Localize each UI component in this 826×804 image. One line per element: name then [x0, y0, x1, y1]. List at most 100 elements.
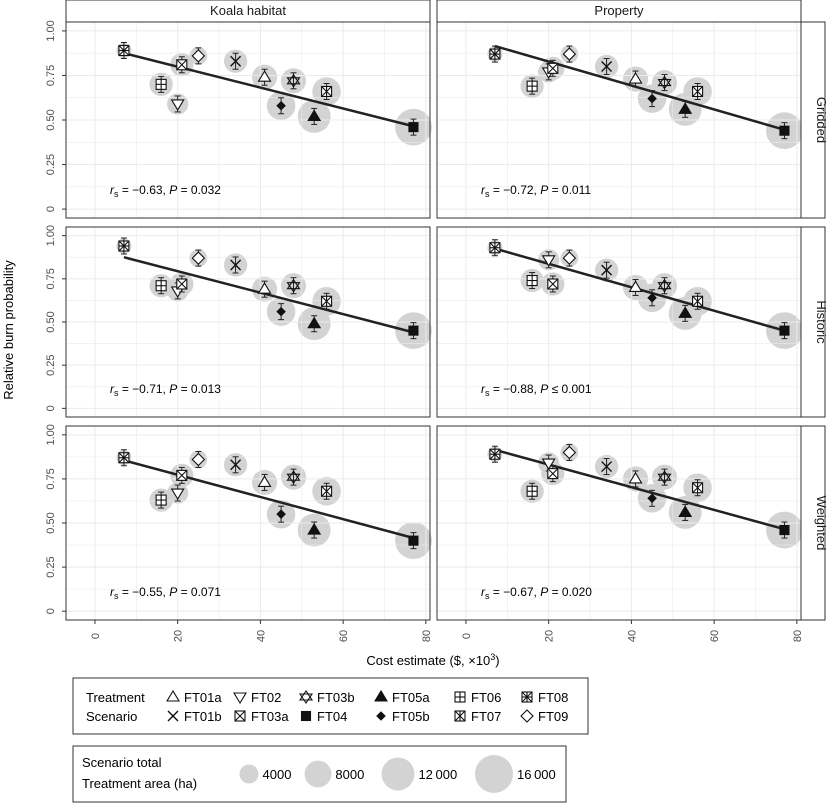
- marker-shape: [601, 61, 613, 73]
- marker-shape: [678, 306, 693, 318]
- marker-ft01a: [628, 71, 643, 84]
- marker-shape: [647, 493, 657, 504]
- y-tick-label: 1.00: [45, 424, 57, 445]
- marker-shape: [298, 690, 314, 701]
- legend-label-ft07: FT07: [471, 709, 501, 724]
- marker-shape: [628, 471, 643, 484]
- y-tick-label: 0.25: [45, 154, 57, 175]
- marker-shape: [601, 461, 613, 473]
- marker-shape: [191, 452, 206, 467]
- marker-shape: [307, 109, 322, 121]
- marker-shape: [376, 711, 386, 721]
- marker-shape: [547, 468, 559, 480]
- marker-shape: [234, 710, 246, 722]
- marker-ft05a: [307, 522, 322, 535]
- marker-ft03a: [176, 59, 188, 71]
- marker-shape: [678, 102, 693, 114]
- marker-ft06: [526, 274, 538, 287]
- marker-ft03b: [286, 278, 301, 293]
- stat-label: rs = −0.72, P = 0.011: [481, 183, 591, 199]
- legend-area-bubble: [475, 755, 513, 793]
- marker-ft05a: [678, 505, 693, 517]
- panels-layer: [62, 0, 826, 624]
- y-tick-label: 0.50: [45, 109, 57, 130]
- marker-shape: [170, 99, 185, 112]
- legend-label-ft03a: FT03a: [251, 709, 289, 724]
- legend-label-ft09: FT09: [538, 709, 568, 724]
- marker-shape: [166, 689, 180, 702]
- marker-ft03b: [657, 278, 672, 293]
- marker-ft05b: [276, 509, 286, 519]
- y-tick-label: 0: [45, 405, 57, 411]
- marker-shape: [286, 282, 301, 293]
- x-tick-label: 20: [544, 630, 556, 642]
- marker-ft01b: [230, 55, 242, 67]
- marker-ft07: [321, 85, 333, 98]
- marker-ft04: [408, 535, 419, 546]
- x-tick-label: 0: [90, 633, 102, 639]
- marker-shape: [257, 70, 272, 82]
- marker-shape: [541, 458, 556, 471]
- marker-ft04: [779, 125, 790, 136]
- marker-ft08: [489, 448, 501, 460]
- marker-shape: [547, 278, 559, 290]
- marker-shape: [230, 55, 242, 67]
- legend-area-bubble: [381, 757, 415, 791]
- marker-ft05a: [307, 316, 322, 329]
- legend-key-ft06: [454, 691, 466, 703]
- legend-key-ft04: [300, 710, 312, 722]
- x-tick-label: 60: [709, 630, 721, 642]
- marker-ft01a: [257, 475, 272, 487]
- legend-label-ft06: FT06: [471, 690, 501, 705]
- marker-shape: [286, 73, 301, 85]
- marker-shape: [601, 264, 613, 276]
- marker-shape: [647, 93, 657, 104]
- marker-shape: [657, 278, 672, 290]
- marker-ft03a: [547, 468, 559, 480]
- legend-label-ft03b: FT03b: [317, 690, 355, 705]
- marker-ft03a: [176, 469, 188, 481]
- marker-shape: [286, 473, 301, 485]
- marker-shape: [276, 100, 286, 111]
- marker-shape: [779, 125, 790, 136]
- marker-ft01b: [601, 264, 613, 276]
- marker-ft08: [489, 48, 501, 60]
- marker-ft08: [118, 452, 130, 464]
- legend-key-ft07: [454, 710, 466, 722]
- marker-shape: [230, 459, 242, 471]
- y-tick-label: 0.75: [45, 65, 57, 86]
- marker-ft02: [541, 255, 556, 267]
- legend-label-ft05b: FT05b: [392, 709, 430, 724]
- marker-shape: [520, 709, 534, 723]
- marker-shape: [286, 470, 301, 481]
- legend-key-ft08: [521, 691, 533, 703]
- marker-shape: [300, 710, 312, 722]
- marker-shape: [286, 278, 301, 290]
- row-strip-label: Weighted: [814, 496, 826, 551]
- marker-ft08: [118, 44, 130, 57]
- legend-treatment-title: Treatment: [86, 690, 145, 705]
- marker-shape: [307, 316, 322, 329]
- legend-key-ft01a: [166, 689, 180, 702]
- marker-ft06: [155, 280, 167, 292]
- legend-label-ft01b: FT01b: [184, 709, 222, 724]
- grid-layer: [66, 22, 801, 620]
- legend-label-ft01a: FT01a: [184, 690, 222, 705]
- legend-treatment-box: [72, 677, 589, 735]
- marker-ft09: [191, 251, 206, 265]
- marker-ft01a: [628, 280, 643, 293]
- legend-label-ft08: FT08: [538, 690, 568, 705]
- fit-line: [123, 459, 414, 540]
- marker-shape: [233, 692, 247, 705]
- x-tick-label: 20: [173, 630, 185, 642]
- marker-shape: [779, 525, 790, 536]
- legend-area-bubble: [304, 760, 332, 788]
- marker-ft05b: [647, 293, 657, 303]
- legend-key-ft05b: [376, 711, 386, 721]
- legend-key-ft09: [520, 709, 534, 723]
- legend-key-ft03a: [234, 710, 246, 722]
- fit-line: [494, 44, 785, 132]
- y-tick-label: 0.25: [45, 556, 57, 577]
- marker-ft02: [541, 458, 556, 471]
- stat-label: rs = −0.63, P = 0.032: [110, 183, 221, 199]
